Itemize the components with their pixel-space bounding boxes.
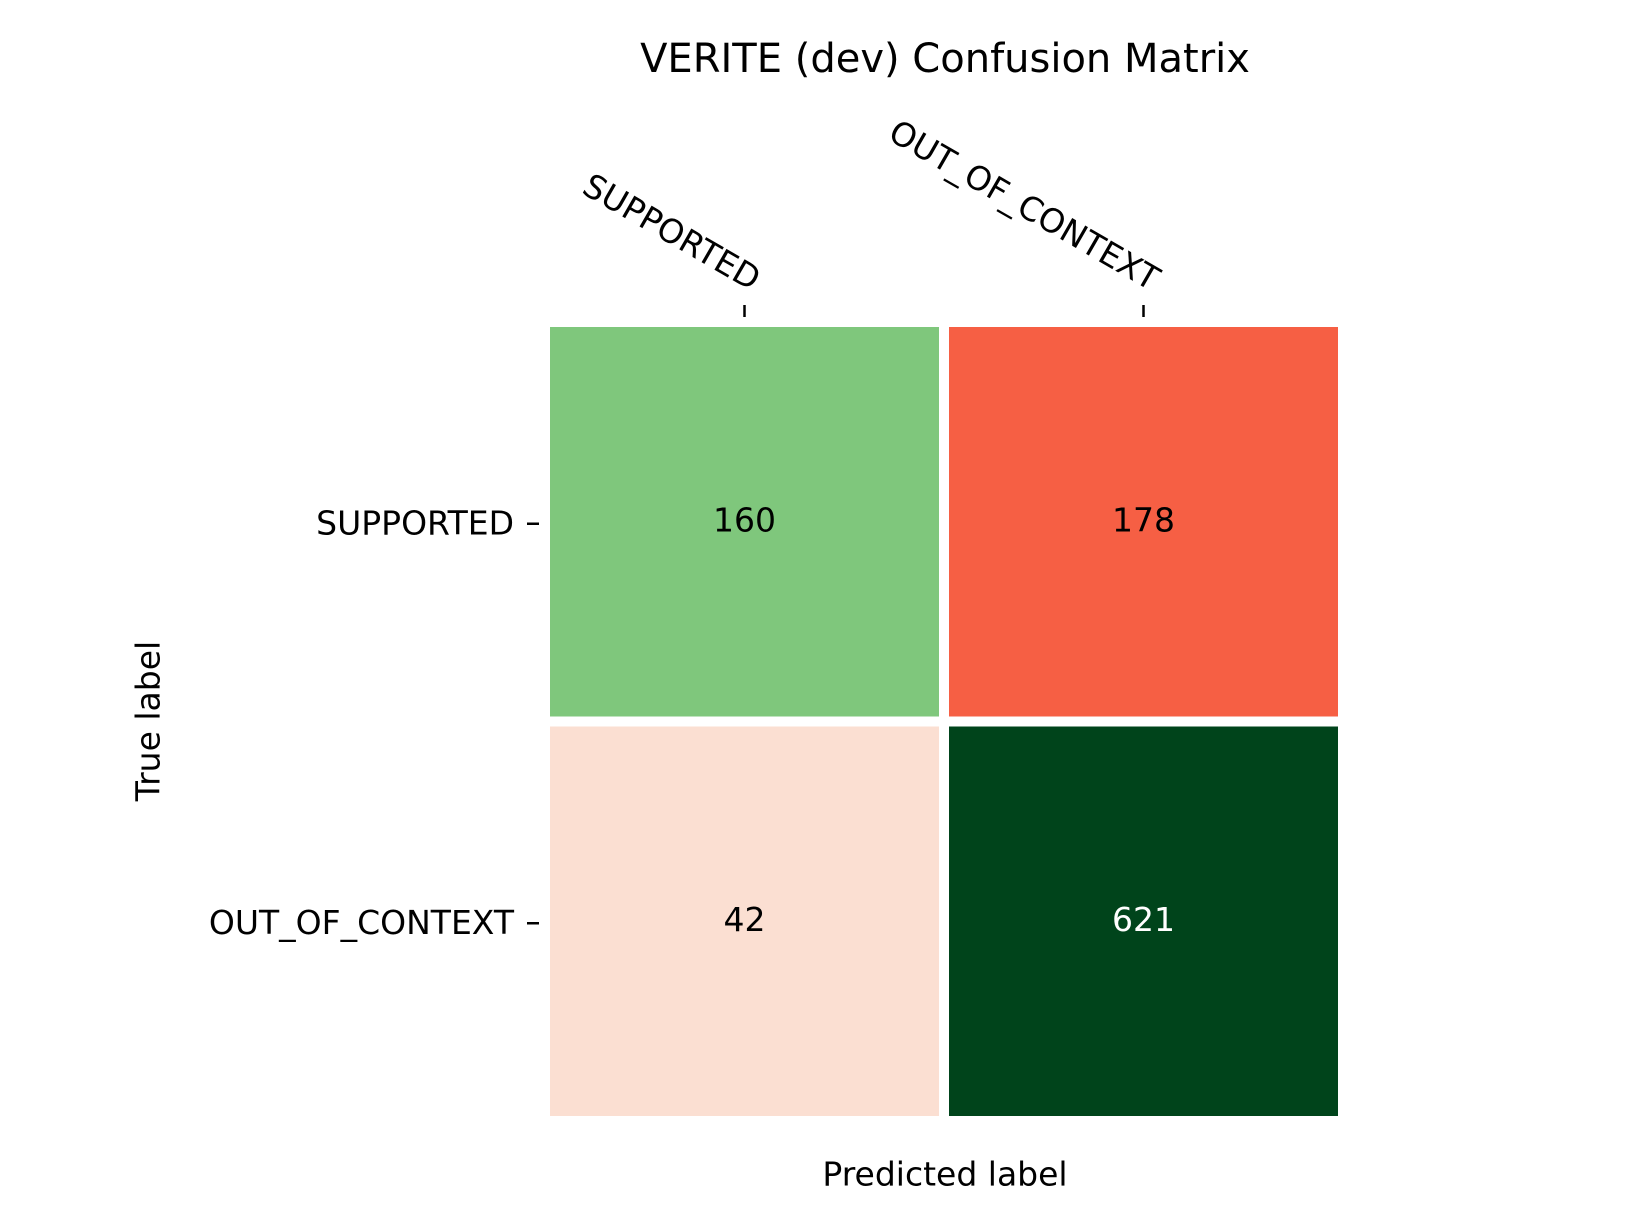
cell-label: 42	[724, 900, 766, 939]
y-axis-label: True label	[129, 641, 168, 802]
x-axis-label: Predicted label	[822, 1155, 1067, 1194]
cell-label: 178	[1112, 500, 1175, 539]
cell	[939, 716, 1348, 1126]
x-tick-label: OUT_OF_CONTEXT	[882, 112, 1166, 299]
cell	[540, 716, 949, 1126]
cell-label: 160	[713, 500, 776, 539]
cell	[939, 317, 1348, 727]
chart-title: VERITE (dev) Confusion Matrix	[640, 36, 1250, 82]
cell-label: 621	[1112, 900, 1175, 939]
y-tick-label: OUT_OF_CONTEXT	[209, 903, 515, 942]
y-tick-label: SUPPORTED	[316, 503, 514, 542]
x-tick-label: SUPPORTED	[576, 165, 767, 298]
cell	[540, 317, 949, 727]
